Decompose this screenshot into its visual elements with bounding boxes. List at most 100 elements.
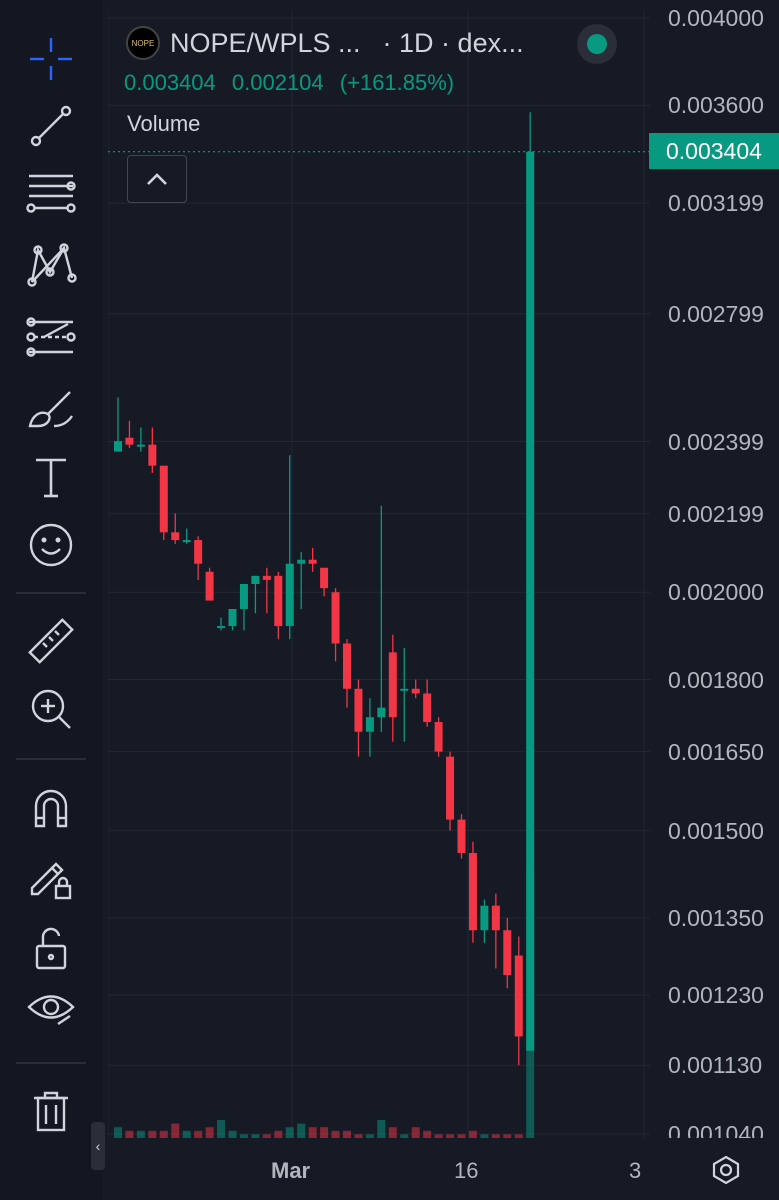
price-tick-label: 0.002199 bbox=[668, 500, 764, 527]
candlestick-chart[interactable] bbox=[107, 10, 779, 1138]
volume-bar bbox=[205, 1127, 214, 1138]
candle-body bbox=[434, 722, 443, 752]
candle-body bbox=[331, 592, 340, 644]
magnet-icon[interactable] bbox=[22, 778, 80, 836]
time-label-30: 3 bbox=[629, 1158, 642, 1183]
volume-bar bbox=[331, 1130, 340, 1138]
volume-bar bbox=[251, 1134, 260, 1138]
price-tick-label: 0.004000 bbox=[668, 5, 764, 31]
candle-body bbox=[411, 688, 420, 694]
volume-bar bbox=[514, 1134, 523, 1138]
volume-bar bbox=[228, 1130, 237, 1138]
volume-bar bbox=[239, 1134, 248, 1138]
symbol-name: NOPE/WPLS ... bbox=[170, 27, 361, 58]
change-value: 0.002104 bbox=[231, 70, 324, 95]
volume-bar bbox=[446, 1134, 455, 1138]
volume-bar bbox=[148, 1130, 157, 1138]
candle-body bbox=[251, 575, 260, 585]
candle-body bbox=[262, 575, 271, 580]
volume-bar bbox=[365, 1134, 374, 1138]
candle-body bbox=[377, 707, 386, 718]
candle-body bbox=[343, 643, 351, 689]
zoom-in-icon[interactable] bbox=[22, 680, 80, 738]
volume-bar bbox=[354, 1134, 363, 1138]
volume-bar bbox=[480, 1134, 489, 1138]
candle-body bbox=[159, 465, 168, 533]
candle-body bbox=[297, 559, 306, 564]
time-label-mar: Mar bbox=[271, 1158, 311, 1183]
candle-body bbox=[136, 444, 145, 447]
chart-settings-button[interactable] bbox=[706, 1148, 746, 1192]
pattern-icon[interactable] bbox=[22, 236, 80, 294]
volume-study-label[interactable]: Volume bbox=[127, 111, 201, 136]
candle-body bbox=[446, 756, 455, 820]
price-axis[interactable]: 0.004000 0.003600 0.003199 0.002799 0.002399… bbox=[650, 0, 779, 1147]
volume-bar bbox=[320, 1127, 329, 1138]
drawing-toolbar: ‹ bbox=[0, 0, 105, 1200]
volume-bar bbox=[171, 1123, 180, 1138]
candle-body bbox=[354, 688, 363, 732]
candle-body bbox=[514, 955, 523, 1037]
volume-bar bbox=[388, 1127, 397, 1138]
candle-body bbox=[148, 444, 157, 466]
candle-body bbox=[388, 652, 397, 718]
ohlc-values: 0.003404 0.002104 (+161.85%) bbox=[124, 70, 464, 96]
volume-bar bbox=[377, 1120, 386, 1138]
symbol-logo: NOPE bbox=[126, 26, 160, 60]
current-price-label: 0.003404 bbox=[649, 133, 779, 169]
price-tick-label: 0.001130 bbox=[668, 1052, 763, 1079]
candle-body bbox=[320, 567, 329, 589]
volume-bar bbox=[411, 1127, 420, 1138]
eye-icon[interactable] bbox=[22, 978, 80, 1036]
candle-body bbox=[114, 441, 122, 452]
toolbar-divider bbox=[16, 1062, 86, 1064]
collapse-legend-button[interactable] bbox=[127, 155, 187, 203]
candle-body bbox=[400, 688, 409, 691]
trash-icon[interactable] bbox=[22, 1082, 80, 1140]
volume-bar bbox=[114, 1127, 122, 1138]
price-tick-label: 0.001800 bbox=[668, 666, 764, 693]
candle-body bbox=[217, 626, 226, 629]
volume-bar bbox=[194, 1130, 203, 1138]
unlock-icon[interactable] bbox=[22, 918, 80, 976]
text-icon[interactable] bbox=[22, 448, 80, 506]
time-axis[interactable]: Mar 16 3 bbox=[108, 1138, 779, 1200]
price-tick-label: 0.001350 bbox=[668, 904, 764, 931]
market-status-icon[interactable] bbox=[577, 24, 617, 64]
volume-bar bbox=[423, 1130, 432, 1138]
candle-body bbox=[239, 584, 248, 609]
volume-bar bbox=[343, 1130, 351, 1138]
interval-exchange: · 1D · dex... bbox=[382, 27, 524, 58]
toolbar-divider bbox=[16, 758, 86, 760]
price-tick-label: 0.001230 bbox=[668, 981, 764, 1008]
emoji-icon[interactable] bbox=[22, 516, 80, 574]
crosshair-icon[interactable] bbox=[22, 30, 80, 88]
collapse-toolbar-button[interactable]: ‹ bbox=[91, 1122, 105, 1170]
volume-bar bbox=[400, 1134, 409, 1138]
candle-body bbox=[194, 540, 203, 564]
volume-bar bbox=[457, 1134, 466, 1138]
candle-body bbox=[308, 559, 317, 564]
lock-drawing-icon[interactable] bbox=[22, 848, 80, 906]
volume-bar bbox=[274, 1130, 283, 1138]
volume-bar bbox=[285, 1127, 294, 1138]
trend-line-icon[interactable] bbox=[22, 97, 80, 155]
chevron-up-icon bbox=[147, 173, 167, 185]
brush-icon[interactable] bbox=[22, 380, 80, 438]
fib-retracement-icon[interactable] bbox=[22, 164, 80, 222]
price-tick-label: 0.003199 bbox=[668, 190, 764, 217]
volume-bar bbox=[491, 1134, 500, 1138]
time-label-16: 16 bbox=[454, 1158, 479, 1183]
ruler-icon[interactable] bbox=[22, 612, 80, 670]
candle-body bbox=[491, 905, 500, 931]
candle-body bbox=[480, 905, 489, 931]
volume-bar bbox=[159, 1130, 168, 1138]
candle-body bbox=[182, 540, 191, 543]
volume-bar bbox=[217, 1120, 226, 1138]
prediction-icon[interactable] bbox=[22, 308, 80, 366]
change-percent: (+161.85%) bbox=[339, 70, 455, 95]
symbol-legend[interactable]: NOPE NOPE/WPLS ... · 1D · dex... bbox=[126, 24, 524, 62]
price-tick-label: 0.003600 bbox=[668, 92, 764, 119]
candle-body bbox=[457, 819, 466, 853]
volume-bar bbox=[468, 1130, 477, 1138]
